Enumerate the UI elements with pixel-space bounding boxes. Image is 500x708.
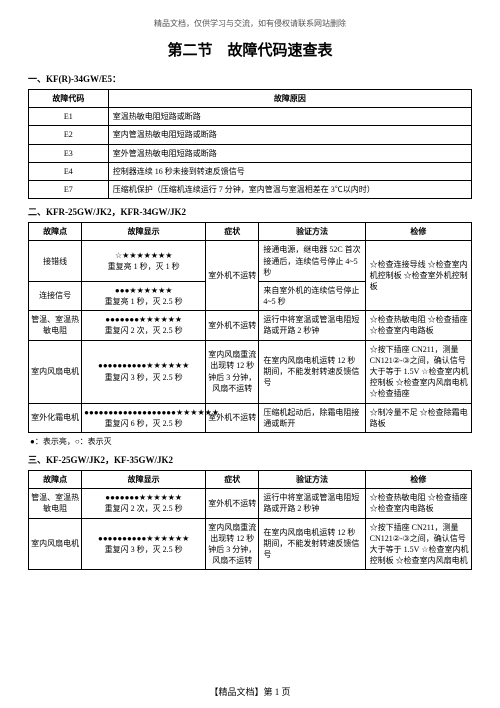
t1-h1: 故障代码 (29, 90, 109, 108)
t1-h2: 故障原因 (108, 90, 471, 108)
t1-r0c1: 室温热敏电阻短路或断路 (108, 108, 471, 126)
t1-r3c1: 控制器连续 16 秒未接到转速反馈信号 (108, 162, 471, 180)
t3-r0c0: 管温、室温热敏电阻 (29, 489, 82, 518)
t1-r4c0: E7 (29, 180, 109, 198)
section2-title: 二、KFR-25GW/JK2，KFR-34GW/JK2 (28, 205, 472, 218)
section1-title: 一、KF(R)-34GW/E5： (28, 72, 472, 85)
t2-r3c3: 在室内风扇电机运转 12 秒期间，不能发射转速反馈信号 (259, 340, 365, 403)
table-2: 故障点 故障显示 症状 验证方法 检修 接错线 ☆★★★★★★★重复亮 1 秒，… (28, 222, 472, 433)
t2-r0c0: 接错线 (29, 241, 82, 282)
t1-r3c0: E4 (29, 162, 109, 180)
t3-h5: 检修 (365, 470, 471, 488)
t2-r0c2: 室外机不运转 (206, 241, 259, 311)
t3-h3: 症状 (206, 470, 259, 488)
t3-r0c4: ☆检查热敏电阻 ☆检查插座 ☆检查室内电路板 (365, 489, 471, 518)
section3-title: 三、KF-25GW/JK2，KF-35GW/JK2 (28, 453, 472, 466)
t2-r0c4: ☆检查连接导线 ☆检查室内机控制板 ☆检查室外机控制板 (365, 241, 471, 311)
t2-r1c0: 连接信号 (29, 281, 82, 310)
t3-r0c1: ●●●●●●●★★★★★★重复闪 2 次，灭 2.5 秒 (82, 489, 206, 518)
top-note: 精品文档，仅供学习与交流，如有侵权请联系网站删除 (28, 18, 472, 29)
table-3: 故障点 故障显示 症状 验证方法 检修 管温、室温热敏电阻 ●●●●●●●★★★… (28, 470, 472, 570)
t3-r1c0: 室内风扇电机 (29, 518, 82, 570)
t2-h2: 故障显示 (82, 223, 206, 241)
t2-h3: 症状 (206, 223, 259, 241)
t2-r2c4: ☆检查热敏电阻 ☆检查插座 ☆检查室内电路板 (365, 311, 471, 340)
t1-r1c1: 室内管温热敏电阻短路或断路 (108, 126, 471, 144)
t1-r1c0: E2 (29, 126, 109, 144)
t2-r2c1: ●●●●●●●★★★★★★重复闪 2 次，灭 2.5 秒 (82, 311, 206, 340)
t2-h5: 检修 (365, 223, 471, 241)
t2-r3c0: 室内风扇电机 (29, 340, 82, 403)
t2-h4: 验证方法 (259, 223, 365, 241)
t1-r4c1: 压缩机保护（压缩机连续运行 7 分钟，室内管温与室温相差在 3℃以内时） (108, 180, 471, 198)
t2-r2c3: 运行中将室温或管温电阻短路或开路 2 秒钟 (259, 311, 365, 340)
t2-r3c1: ●●●●●●●●●●★★★★★★重复闪 3 秒，灭 2.5 秒 (82, 340, 206, 403)
t2-r3c4: ☆按下插座 CN211，测量 CN121②-③之间，确认信号大于等于 1.5V … (365, 340, 471, 403)
t2-r4c3: 压缩机起动后，除霜电阻接通或断开 (259, 403, 365, 432)
t2-r2c0: 管温、室温热敏电阻 (29, 311, 82, 340)
page-footer: 【精品文档】第 1 页 (0, 685, 500, 698)
t2-r4c1: ●●●●●●●●●●●●●●●●●●●★★★★★★重复闪 6 秒，灭 2.5 秒 (82, 403, 206, 432)
table-1: 故障代码 故障原因 E1室温热敏电阻短路或断路 E2室内管温热敏电阻短路或断路 … (28, 89, 472, 199)
t2-r0c1: ☆★★★★★★★重复亮 1 秒，灭 1 秒 (82, 241, 206, 282)
t1-r0c0: E1 (29, 108, 109, 126)
t3-r1c2: 室内风扇重流出现转 12 秒钟后 3 分钟，风扇不运转 (206, 518, 259, 570)
t3-r1c3: 在室内风扇电机运转 12 秒期间，不能发射转速反馈信号 (259, 518, 365, 570)
t1-r2c1: 室外管温热敏电阻短路或断路 (108, 144, 471, 162)
page-title: 第二节 故障代码速查表 (28, 39, 472, 60)
section2-note: ●：表示亮，○：表示灭 (30, 436, 472, 447)
t3-r1c4: ☆按下插座 CN211，测量 CN121②-③之间，确认信号大于等于 1.5V … (365, 518, 471, 570)
t3-h2: 故障显示 (82, 470, 206, 488)
t3-h1: 故障点 (29, 470, 82, 488)
t2-h1: 故障点 (29, 223, 82, 241)
t3-r0c3: 运行中将室温或管温电阻短路或开路 2 秒钟 (259, 489, 365, 518)
t2-r0c3: 接通电源，继电器 52C 首次接通后，连续信号停止 4~5 秒 (259, 241, 365, 282)
t2-r4c0: 室外化霜电机 (29, 403, 82, 432)
t2-r1c1: ●●●★★★★★★重复亮 1 秒，灭 2.5 秒 (82, 281, 206, 310)
t2-r3c2: 室内风扇重流出现转 12 秒钟后 3 分钟，风扇不运转 (206, 340, 259, 403)
t3-h4: 验证方法 (259, 470, 365, 488)
t3-r1c1: ●●●●●●●●●●★★★★★★重复闪 3 秒，灭 2.5 秒 (82, 518, 206, 570)
t3-r0c2: 室外机不运转 (206, 489, 259, 518)
t2-r4c4: ☆制冷量不足 ☆检查除霜电路板 (365, 403, 471, 432)
t2-r2c2: 室外机不运转 (206, 311, 259, 340)
t1-r2c0: E3 (29, 144, 109, 162)
t2-r1c3: 来自室外机的连续信号停止 4~5 秒 (259, 281, 365, 310)
